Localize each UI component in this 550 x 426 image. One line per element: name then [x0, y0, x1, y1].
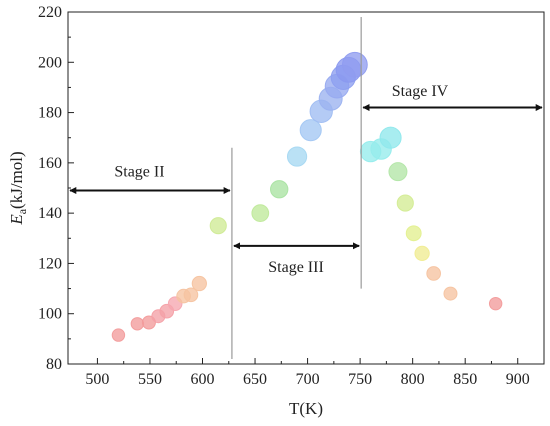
y-axis-title: Ea(kJ/mol)	[7, 151, 29, 225]
x-tick-label-750: 750	[348, 371, 372, 388]
x-tick-label-900: 900	[506, 371, 530, 388]
stage-dividers	[231, 17, 362, 359]
x-tick-label-800: 800	[401, 371, 425, 388]
y-tick-label-120: 120	[38, 255, 62, 272]
y-tick-label-180: 180	[38, 105, 62, 122]
data-point-28	[426, 266, 441, 281]
data-point-9	[191, 275, 207, 292]
stage-label-1: Stage II	[114, 164, 164, 181]
y-tick-label-140: 140	[38, 205, 62, 222]
data-points	[111, 51, 503, 342]
data-point-1	[111, 328, 126, 342]
data-point-24	[388, 162, 408, 182]
data-point-12	[270, 180, 289, 199]
data-point-23	[379, 126, 402, 149]
data-point-2	[130, 317, 145, 331]
data-point-14	[299, 119, 322, 142]
x-tick-label-850: 850	[453, 371, 477, 388]
data-point-13	[286, 146, 308, 167]
y-tick-label-80: 80	[46, 356, 62, 373]
x-tick-label-650: 650	[243, 371, 267, 388]
data-point-25	[396, 194, 414, 212]
stage-annotations: Stage II Stage III Stage IV	[69, 83, 543, 276]
plot-frame	[67, 11, 545, 365]
data-point-27	[414, 245, 430, 262]
x-tick-label-550: 550	[138, 371, 162, 388]
data-point-29	[443, 286, 458, 301]
axis-ticks: 500 550 600 650 700 750 800 850 900 80 100 120 140 16…	[38, 4, 530, 388]
stage-label-3: Stage IV	[392, 83, 449, 100]
y-tick-label-160: 160	[38, 155, 62, 172]
x-tick-label-600: 600	[190, 371, 214, 388]
x-tick-label-700: 700	[296, 371, 320, 388]
data-point-30	[488, 296, 503, 311]
data-point-26	[405, 225, 422, 242]
data-point-10	[209, 217, 227, 235]
data-point-8	[183, 287, 199, 303]
x-tick-label-500: 500	[85, 371, 109, 388]
data-point-20	[341, 51, 368, 78]
stage-label-2: Stage III	[268, 259, 324, 276]
y-tick-label-100: 100	[38, 306, 62, 323]
x-axis-title: T(K)	[289, 399, 323, 418]
y-tick-label-220: 220	[38, 4, 62, 21]
data-point-11	[251, 204, 270, 223]
y-tick-label-200: 200	[38, 54, 62, 71]
